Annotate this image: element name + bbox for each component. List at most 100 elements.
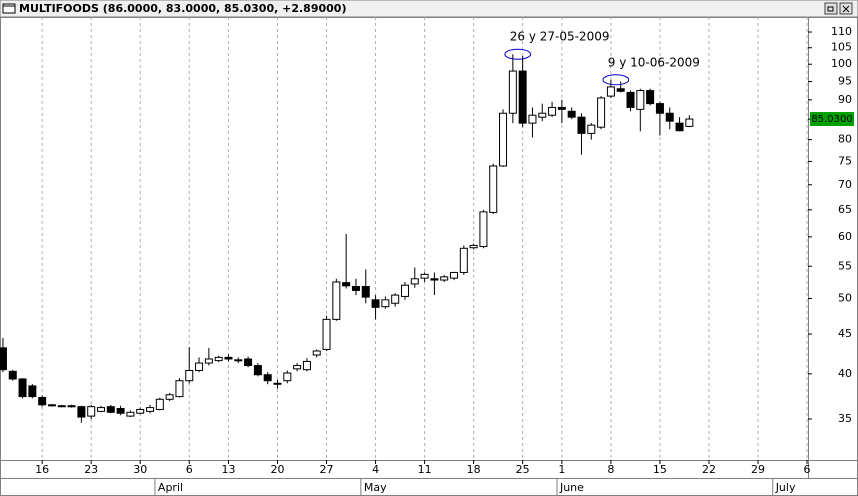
candle-body — [283, 372, 292, 382]
x-tick-label: 16 — [35, 463, 49, 476]
window-icon — [2, 3, 16, 14]
x-tick-label: 30 — [133, 463, 147, 476]
y-tick-label: 95 — [838, 75, 852, 88]
candle-body — [528, 114, 537, 124]
candle-body — [87, 406, 96, 417]
x-tick-label: 4 — [372, 463, 379, 476]
candle-body — [204, 358, 213, 364]
candle-body — [361, 286, 370, 298]
candle-body — [77, 406, 86, 418]
candle-body — [136, 408, 145, 414]
x-tick-label: 18 — [467, 463, 481, 476]
candle-body — [646, 90, 655, 105]
candle-body — [685, 118, 694, 127]
candle-body — [18, 378, 27, 398]
candle-body — [312, 350, 321, 356]
y-tick-label: 65 — [838, 203, 852, 216]
candle-body — [302, 360, 311, 371]
x-tick-label: 11 — [418, 463, 432, 476]
candle-body — [234, 359, 243, 362]
x-tick-label: 22 — [702, 463, 716, 476]
candle-body — [665, 112, 674, 122]
candle-body — [47, 404, 56, 407]
candle-body — [57, 405, 66, 408]
x-tick-label: 6 — [804, 463, 811, 476]
y-tick-label: 70 — [838, 178, 852, 191]
candle-body — [499, 112, 508, 167]
month-label: May — [364, 481, 387, 494]
chart-title: MULTIFOODS (86.0000, 83.0000, 85.0300, +… — [19, 2, 346, 15]
annotation-text: 26 y 27-05-2009 — [510, 30, 610, 44]
candle-body — [0, 347, 7, 371]
candle-body — [273, 382, 282, 385]
month-label: June — [559, 481, 584, 494]
candle-body — [567, 110, 576, 118]
candle-body — [342, 282, 351, 287]
candle-body — [67, 405, 76, 408]
month-label: April — [158, 481, 183, 494]
y-tick-label: 110 — [831, 25, 852, 38]
x-tick-label: 27 — [320, 463, 334, 476]
candle-body — [126, 411, 135, 417]
candle-body — [518, 70, 527, 124]
y-tick-label: 80 — [838, 133, 852, 146]
candle-body — [459, 247, 468, 273]
candle-body — [508, 70, 517, 114]
y-tick-label: 75 — [838, 154, 852, 167]
candle-body — [263, 374, 272, 382]
candle-body — [381, 299, 390, 308]
candle-body — [332, 281, 341, 320]
candle-body — [469, 244, 478, 249]
candle-body — [489, 165, 498, 213]
y-tick-label: 50 — [838, 291, 852, 304]
x-tick-label: 15 — [653, 463, 667, 476]
candle-body — [195, 362, 204, 372]
candle-body — [440, 276, 449, 281]
month-label: July — [775, 481, 796, 494]
x-tick-label: 1 — [558, 463, 565, 476]
candle-body — [351, 286, 360, 291]
candle-body — [587, 124, 596, 134]
x-tick-label: 8 — [607, 463, 614, 476]
candle-body — [675, 122, 684, 132]
candle-body — [116, 408, 125, 414]
candle-body — [224, 356, 233, 360]
annotation-ellipse — [504, 48, 532, 60]
y-tick-label: 90 — [838, 93, 852, 106]
x-tick-label: 20 — [271, 463, 285, 476]
candle-body — [420, 273, 429, 279]
candle-body — [155, 398, 164, 410]
y-tick-label: 35 — [838, 412, 852, 425]
x-tick-label: 25 — [516, 463, 530, 476]
x-tick-label: 6 — [186, 463, 193, 476]
candle-body — [97, 407, 105, 412]
annotation-ellipse — [602, 74, 630, 86]
candle-body — [371, 299, 380, 308]
candle-body — [479, 211, 488, 248]
candle-body — [175, 380, 184, 398]
candle-body — [636, 90, 645, 110]
last-price-label: 85.0300 — [811, 114, 852, 125]
candle-body — [253, 365, 262, 376]
candle-body — [185, 370, 194, 382]
candle-body — [626, 91, 635, 108]
x-tick-label: 29 — [751, 463, 765, 476]
candle-body — [165, 394, 174, 400]
candle-body — [28, 385, 37, 398]
candle-body — [538, 112, 547, 118]
candle-body — [106, 406, 115, 413]
restore-button[interactable] — [824, 2, 838, 15]
candle-body — [548, 106, 557, 116]
frame — [0, 17, 858, 496]
candle-body — [606, 86, 615, 97]
candle-body — [597, 97, 606, 128]
y-tick-label: 45 — [838, 327, 852, 340]
candle-body — [410, 278, 419, 285]
restore-icon — [827, 6, 834, 12]
close-icon — [842, 5, 850, 13]
candle-body — [557, 106, 566, 110]
annotation-text: 9 y 10-06-2009 — [608, 55, 700, 69]
candle-body — [577, 116, 586, 134]
candle-body — [391, 294, 400, 304]
